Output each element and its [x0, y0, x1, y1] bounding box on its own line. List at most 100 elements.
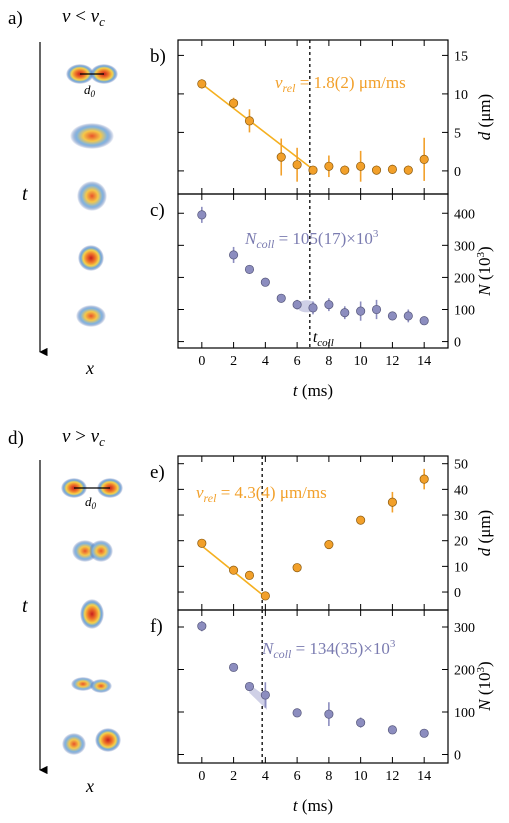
data-point [356, 515, 366, 525]
chart-panel-f: f) 0 2 4 6 8 10 12 14 t (ms) 0 100 200 300 N (103) Ncol… [150, 609, 494, 815]
image-strip-top: a) v < vc t x d0 [8, 6, 118, 378]
x-tick-label: 10 [354, 354, 368, 369]
y-tick-label: 30 [454, 509, 468, 524]
data-point [292, 563, 302, 573]
chart-panel-b: b) 0 5 10 15 d (μm) vrel = 1.8(2) μm/ms [150, 39, 494, 195]
y-tick-label: 0 [454, 749, 461, 764]
x-tick-label: 4 [262, 769, 269, 784]
collision-time-label: tcoll [313, 329, 334, 349]
x-tick-label: 6 [294, 769, 301, 784]
data-point [260, 591, 270, 601]
fit-annotation: Ncoll = 105(17)×103 [244, 228, 379, 251]
data-point [324, 539, 334, 550]
data-point [244, 681, 255, 692]
data-point [403, 311, 413, 321]
panel-label: b) [150, 46, 166, 67]
y-tick-label: 20 [454, 535, 468, 550]
y-tick-label: 300 [454, 621, 475, 636]
data-point [419, 316, 429, 326]
data-point [292, 708, 302, 718]
y-tick-label: 5 [454, 126, 461, 141]
x-tick-label: 4 [262, 354, 269, 369]
y-axis-label: d (μm) [475, 94, 494, 140]
data-point [387, 311, 397, 321]
y-tick-label: 40 [454, 483, 468, 498]
panel-label-d: d) [8, 428, 24, 449]
data-point [229, 98, 239, 108]
data-point [276, 152, 286, 162]
distance-label-bottom: d0 [85, 494, 97, 511]
data-point [244, 264, 255, 274]
x-axis-label: t (ms) [293, 796, 333, 815]
data-point [356, 161, 366, 171]
data-point [229, 565, 239, 575]
y-tick-label: 0 [454, 586, 461, 601]
data-point [324, 300, 334, 310]
data-point [419, 154, 429, 164]
condition-label-top: v < vc [62, 6, 105, 29]
data-point [403, 165, 413, 175]
data-point [197, 538, 207, 548]
data-point [387, 164, 397, 174]
data-point [387, 725, 397, 735]
data-point [276, 293, 286, 303]
x-tick-label: 14 [417, 769, 431, 784]
panel-label-a: a) [8, 8, 23, 29]
data-point [419, 728, 429, 738]
time-axis-label-bottom: t [22, 595, 28, 617]
x-axis-label: t (ms) [293, 381, 333, 400]
data-point [308, 303, 318, 313]
data-point [419, 474, 429, 484]
data-point [308, 165, 318, 175]
data-point [260, 690, 270, 700]
space-axis-label-bottom: x [85, 776, 94, 796]
y-tick-label: 15 [454, 49, 468, 64]
fit-annotation: Ncoll = 134(35)×103 [261, 638, 396, 661]
panel-label: c) [150, 200, 165, 221]
x-tick-label: 2 [230, 354, 237, 369]
data-point [371, 165, 382, 175]
data-point [324, 709, 334, 719]
data-point [340, 165, 350, 175]
data-point [197, 621, 207, 631]
panel-label: e) [150, 462, 165, 483]
time-axis-label-top: t [22, 183, 28, 205]
data-point [244, 116, 255, 126]
x-tick-label: 10 [354, 769, 368, 784]
atom-cloud-images-bottom: d0 [61, 478, 123, 755]
y-tick-label: 10 [454, 560, 468, 575]
chart-panel-e: e) 0 10 20 30 40 50 d (μm) vrel = 4.3(4) μm/ms [150, 455, 494, 611]
data-point [371, 304, 382, 315]
data-point [387, 497, 397, 507]
data-point [197, 210, 207, 220]
y-axis-label: N (103) [475, 661, 494, 711]
data-point [292, 160, 302, 170]
fit-line [201, 83, 311, 168]
x-tick-label: 6 [294, 354, 301, 369]
y-tick-label: 200 [454, 664, 475, 679]
data-point [229, 662, 239, 672]
data-point [244, 570, 255, 580]
x-tick-label: 12 [385, 354, 399, 369]
x-tick-label: 12 [385, 769, 399, 784]
space-axis-label-top: x [85, 358, 94, 378]
y-tick-label: 100 [454, 304, 475, 319]
image-strip-bottom: d) v > vc t x d0 [8, 426, 123, 796]
condition-label-bottom: v > vc [62, 426, 105, 449]
plot-frame [177, 193, 449, 349]
charts: b) 0 5 10 15 d (μm) vrel = 1.8(2) μm/ms c) 0 2 4 6 8… [150, 39, 494, 815]
x-tick-label: 0 [198, 769, 205, 784]
y-tick-label: 400 [454, 207, 475, 222]
plot-frame [177, 455, 449, 611]
x-tick-label: 8 [325, 769, 332, 784]
data-point [197, 79, 207, 89]
x-tick-label: 8 [325, 354, 332, 369]
plot-frame [177, 609, 449, 764]
fit-annotation: vrel = 1.8(2) μm/ms [275, 73, 406, 95]
data-point [229, 250, 239, 260]
y-tick-label: 0 [454, 165, 461, 180]
chart-panel-c: c) 0 2 4 6 8 10 12 14 t (ms) 0 100 200 300 400 N (103) t… [150, 193, 494, 400]
x-tick-label: 14 [417, 354, 431, 369]
y-tick-label: 200 [454, 271, 475, 286]
